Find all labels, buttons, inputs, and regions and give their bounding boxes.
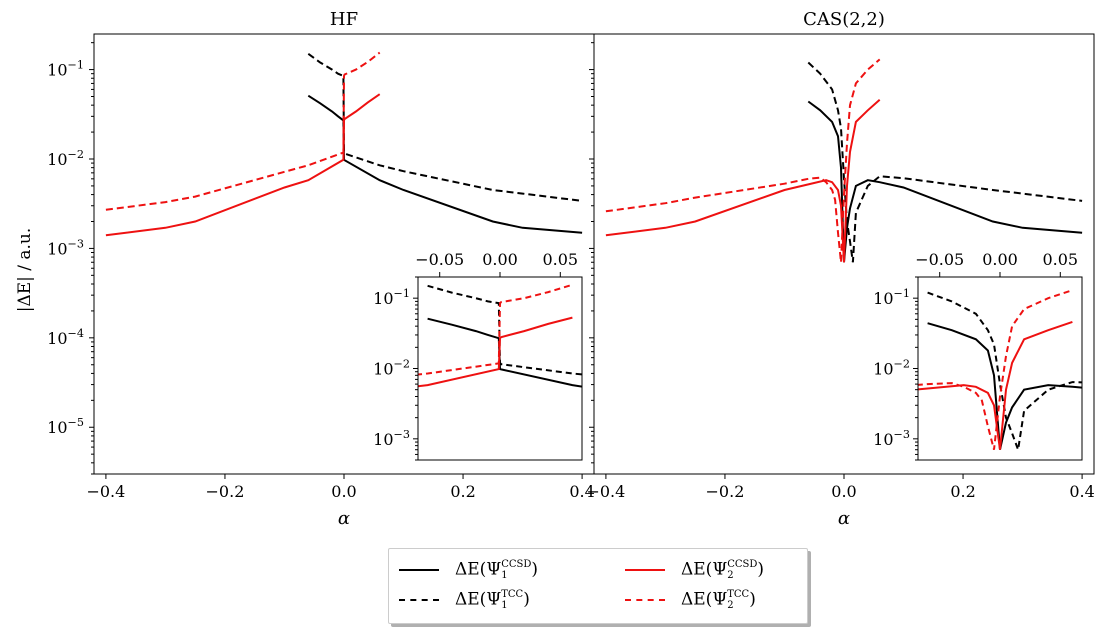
x-tick-label: −0.2 xyxy=(206,482,245,501)
inset-y-tick-label: 10−2 xyxy=(373,358,410,379)
series-line-0 xyxy=(807,100,1083,263)
inset-y-tick-label: 10−3 xyxy=(873,428,910,449)
inset-series-line-2 xyxy=(918,320,1073,450)
inset-x-tick-label: −0.05 xyxy=(915,250,964,269)
inset-x-tick-label: 0.00 xyxy=(482,250,518,269)
y-tick-label: 10−2 xyxy=(47,148,84,169)
inset-series-line-1 xyxy=(927,291,1082,451)
x-tick-label: 0.2 xyxy=(450,482,475,501)
legend-line-swatch xyxy=(625,599,665,601)
inset-x-tick-label: 0.00 xyxy=(982,250,1018,269)
x-tick-label: −0.4 xyxy=(586,482,625,501)
inset-y-tick-label: 10−2 xyxy=(873,358,910,379)
x-tick-label: 0.2 xyxy=(950,482,975,501)
x-tick-label: 0.4 xyxy=(1069,482,1094,501)
legend-label: ΔE(Ψ TCC 1) xyxy=(455,589,530,611)
inset-y-tick-label: 10−1 xyxy=(873,287,910,308)
series-line-1 xyxy=(307,52,583,202)
legend-item-psi2-ccsd: ΔE(Ψ CCSD 2) xyxy=(625,559,764,581)
y-tick-label: 10−5 xyxy=(47,416,84,437)
inset-series-line-0 xyxy=(427,317,582,388)
legend-item-psi1-tcc: ΔE(Ψ TCC 1) xyxy=(399,589,530,611)
x-tick-label: 0.4 xyxy=(569,482,594,501)
legend-item-psi1-ccsd: ΔE(Ψ CCSD 1) xyxy=(399,559,538,581)
inset-series-line-2 xyxy=(418,316,573,388)
inset-series-line-0 xyxy=(927,322,1082,450)
legend-item-psi2-tcc: ΔE(Ψ TCC 2) xyxy=(625,589,756,611)
series-group xyxy=(605,58,1083,263)
legend-line-swatch xyxy=(625,569,665,571)
x-tick-label: 0.0 xyxy=(831,482,856,501)
inset-series-line-3 xyxy=(918,289,1073,450)
panel-cas: CAS(2,2) −0.4 −0.2 0.0 0.2 0.4 α −0.05 0.00 0.05 1… xyxy=(586,9,1094,529)
series-line-2 xyxy=(605,98,881,263)
y-axis-label: |ΔE| / a.u. xyxy=(15,228,35,313)
legend-label: ΔE(Ψ CCSD 1) xyxy=(455,559,539,581)
inset-y-tick-label: 10−3 xyxy=(373,428,410,449)
series-line-2 xyxy=(105,93,381,237)
x-tick-label: 0.0 xyxy=(331,482,356,501)
panel-hf: HF −0.4 −0.2 0.0 0.2 0.4 α 10−1 10−2 10−3 10−4 10−5… xyxy=(47,9,595,529)
y-tick-label: 10−1 xyxy=(47,59,84,80)
legend-label: ΔE(Ψ TCC 2) xyxy=(681,589,756,611)
x-tick-label: −0.4 xyxy=(86,482,125,501)
legend-label: ΔE(Ψ CCSD 2) xyxy=(681,559,765,581)
inset-y-tick-label: 10−1 xyxy=(373,287,410,308)
legend: ΔE(Ψ CCSD 1) ΔE(Ψ CCSD 2) ΔE(Ψ TCC 1) ΔE(Ψ TCC 2… xyxy=(388,548,808,624)
inset-x-tick-label: 0.05 xyxy=(1042,250,1078,269)
inset-series-group xyxy=(918,289,1082,451)
inset-series-line-1 xyxy=(427,284,582,376)
y-tick-label: 10−4 xyxy=(47,327,84,348)
inset-background xyxy=(918,277,1082,460)
panel-title: HF xyxy=(330,9,358,30)
legend-line-swatch xyxy=(399,599,439,601)
series-line-1 xyxy=(807,61,1083,263)
series-line-3 xyxy=(605,58,881,263)
x-axis-label: α xyxy=(838,508,850,529)
inset-x-tick-label: 0.05 xyxy=(542,250,578,269)
legend-line-swatch xyxy=(399,569,439,571)
x-tick-label: −0.2 xyxy=(706,482,745,501)
x-axis-label: α xyxy=(338,508,350,529)
inset-series-line-3 xyxy=(418,283,573,376)
inset: −0.05 0.00 0.05 10−1 10−2 10−3 xyxy=(373,250,583,461)
inset-series-group xyxy=(418,283,582,388)
panel-title: CAS(2,2) xyxy=(803,9,885,30)
inset: −0.05 0.00 0.05 10−1 10−2 10−3 xyxy=(873,250,1083,461)
series-line-3 xyxy=(105,51,381,211)
inset-x-tick-label: −0.05 xyxy=(415,250,464,269)
series-group xyxy=(105,51,583,237)
y-tick-label: 10−3 xyxy=(47,237,84,258)
